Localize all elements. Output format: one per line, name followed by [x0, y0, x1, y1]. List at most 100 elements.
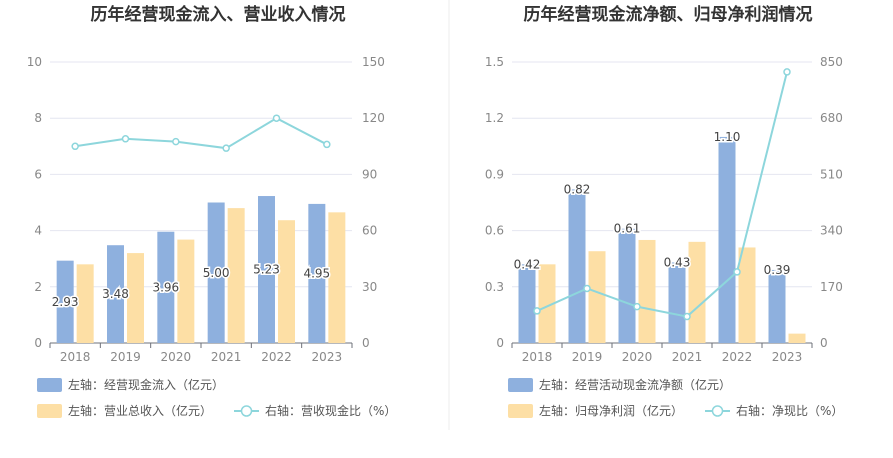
bar-primary	[207, 202, 225, 343]
bar-primary	[768, 269, 786, 343]
legend-item: 右轴：营收现金比（%）	[234, 403, 396, 418]
bar-secondary	[328, 212, 346, 343]
bar-primary	[157, 231, 175, 343]
bar-secondary	[688, 241, 706, 343]
line-point	[683, 312, 691, 321]
right-axis-tick-label: 60	[362, 224, 377, 238]
left-axis-tick-label: 4	[34, 224, 42, 238]
right-axis-tick-label: 340	[820, 224, 843, 238]
right-axis-tick-label: 30	[362, 280, 377, 294]
line-point	[71, 142, 79, 151]
x-axis-tick-label: 2021	[211, 350, 242, 364]
bar-primary	[568, 189, 586, 343]
data-label: 5.00	[203, 266, 230, 280]
right-axis-tick-label: 850	[820, 55, 843, 69]
left-axis-tick-label: 0	[34, 336, 42, 350]
legend-swatch-point	[711, 405, 724, 417]
line-point	[733, 268, 741, 276]
legend-item: 左轴：归母净利润（亿元）	[508, 403, 683, 418]
right-axis-tick-label: 0	[820, 336, 828, 350]
left-axis-tick-label: 0.3	[485, 280, 504, 294]
x-axis-tick-label: 2023	[312, 350, 343, 364]
x-axis-tick-label: 2018	[60, 350, 91, 364]
legend-label: 左轴：营业总收入（亿元）	[68, 403, 212, 418]
legend-label: 右轴：营收现金比（%）	[265, 403, 396, 418]
right-axis-tick-label: 90	[362, 167, 377, 181]
legend-item: 左轴：经营活动现金流净额（亿元）	[508, 377, 731, 392]
bar-primary	[56, 260, 74, 343]
x-axis-tick-label: 2020	[622, 350, 653, 364]
data-label: 1.10	[714, 130, 741, 144]
left-axis-tick-label: 1.5	[485, 55, 504, 69]
line-point	[272, 114, 281, 122]
bar-secondary	[177, 239, 195, 343]
data-label: 0.43	[664, 255, 691, 269]
legend-item: 左轴：营业总收入（亿元）	[37, 403, 212, 418]
line-point	[783, 68, 791, 76]
data-label: 0.42	[514, 257, 541, 271]
bar-primary	[718, 136, 736, 343]
data-label: 0.61	[614, 222, 641, 236]
chart-title: 历年经营现金流入、营业收入情况	[91, 4, 346, 25]
data-label: 0.39	[764, 263, 791, 277]
legend-label: 左轴：归母净利润（亿元）	[539, 403, 683, 418]
legend-item: 左轴：经营现金流入（亿元）	[37, 377, 224, 392]
legend-label: 右轴：净现比（%）	[736, 403, 843, 418]
bar-secondary	[538, 264, 556, 343]
right-axis-tick-label: 150	[362, 55, 385, 69]
bar-primary	[258, 196, 275, 343]
legend-swatch	[37, 378, 62, 392]
left-axis-tick-label: 0.6	[485, 224, 504, 238]
line-series	[75, 117, 328, 150]
bar-primary	[308, 203, 326, 343]
x-axis-tick-label: 2018	[522, 350, 553, 364]
data-label: 5.23	[253, 263, 280, 277]
x-axis-tick-label: 2022	[722, 350, 753, 364]
data-label: 2.93	[52, 295, 79, 309]
line-point	[222, 144, 230, 152]
left-axis-tick-label: 1.2	[485, 111, 504, 125]
left-axis-tick-label: 0.9	[485, 167, 504, 181]
legend-swatch	[508, 404, 533, 418]
bar-primary	[107, 245, 124, 343]
left-axis-tick-label: 8	[34, 111, 42, 125]
data-label: 3.48	[102, 287, 129, 301]
line-point	[533, 307, 541, 315]
legend-item: 右轴：净现比（%）	[705, 403, 843, 418]
left-axis-tick-label: 0	[496, 336, 504, 350]
x-axis-tick-label: 2020	[161, 350, 192, 364]
bar-secondary	[638, 239, 656, 343]
line-point	[633, 302, 641, 311]
bar-secondary	[788, 333, 806, 343]
line-point	[323, 140, 331, 149]
chart-1: 历年经营现金流入、营业收入情况 0 0 2 30 4 60 6 90 8 120 10 150 2018 2…	[27, 4, 396, 418]
line-point	[583, 284, 591, 293]
right-axis-tick-label: 510	[820, 167, 843, 181]
x-axis-tick-label: 2021	[672, 350, 703, 364]
data-label: 4.95	[303, 266, 330, 280]
x-axis-tick-label: 2022	[261, 350, 292, 364]
chart-2: 历年经营现金流净额、归母净利润情况 0 0 0.3 170 0.6 340 0.9 510 1.2…	[485, 4, 843, 418]
legend-label: 左轴：经营现金流入（亿元）	[68, 377, 224, 392]
data-label: 3.96	[152, 280, 179, 294]
bar-secondary	[227, 208, 245, 343]
line-series	[536, 71, 788, 318]
x-axis-tick-label: 2023	[772, 350, 803, 364]
data-label: 0.82	[564, 182, 591, 196]
legend-swatch	[37, 404, 62, 418]
line-point	[121, 135, 130, 143]
legend-label: 左轴：经营活动现金流净额（亿元）	[539, 377, 731, 392]
x-axis-tick-label: 2019	[572, 350, 603, 364]
bar-primary	[668, 262, 686, 343]
right-axis-tick-label: 170	[820, 280, 843, 294]
line-point	[172, 137, 180, 146]
legend-swatch-point	[240, 405, 253, 417]
bar-secondary	[278, 220, 295, 343]
right-axis-tick-label: 680	[820, 111, 843, 125]
bar-secondary	[127, 253, 144, 343]
bar-primary	[518, 264, 536, 343]
left-axis-tick-label: 2	[34, 280, 42, 294]
bar-secondary	[588, 251, 606, 343]
